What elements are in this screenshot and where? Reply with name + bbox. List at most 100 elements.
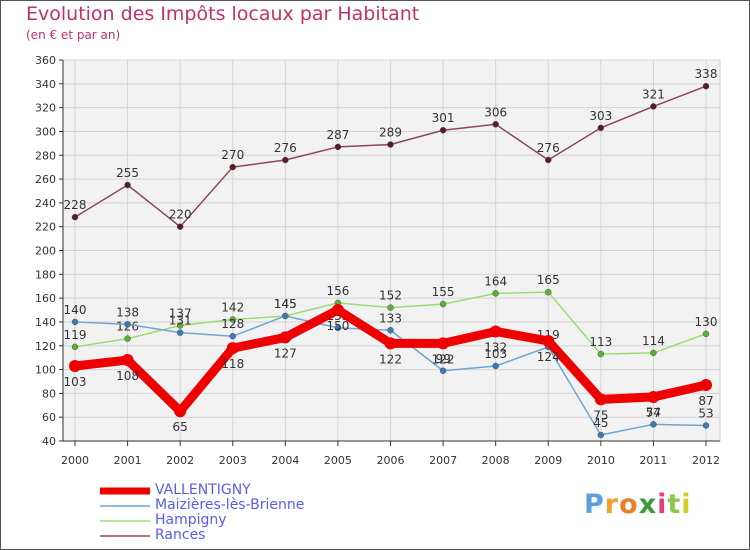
y-tick-label: 240	[35, 197, 56, 210]
data-point	[334, 324, 342, 332]
data-label: 77	[646, 406, 661, 420]
axes: 40 60 80 100 120 140 160 180 200 220 240 260 280 300 3…	[35, 54, 720, 467]
y-tick-label: 180	[35, 268, 56, 281]
data-label: 130	[695, 315, 718, 329]
data-label: 133	[379, 311, 402, 325]
data-label: 145	[274, 297, 297, 311]
data-label: 338	[695, 67, 718, 81]
data-point	[71, 343, 79, 351]
legend-label-rances: Rances	[155, 527, 206, 543]
logo-letter: o	[619, 489, 639, 520]
data-point	[71, 213, 79, 221]
y-tick-label: 280	[35, 149, 56, 162]
data-label: 289	[379, 126, 402, 140]
y-tick-label: 140	[35, 316, 56, 329]
data-label: 128	[221, 317, 244, 331]
y-tick-label: 220	[35, 221, 56, 234]
data-label: 113	[589, 335, 612, 349]
data-label: 131	[169, 314, 192, 328]
data-point	[387, 141, 394, 148]
legend-label-vallentigny: VALLENTIGNY	[155, 482, 251, 498]
data-label: 103	[484, 347, 507, 361]
data-point	[437, 337, 450, 350]
data-label: 142	[221, 301, 244, 315]
data-point	[176, 329, 184, 336]
logo-letter: i	[681, 489, 692, 520]
data-point	[700, 379, 712, 392]
data-point	[597, 431, 605, 439]
data-label: 152	[379, 289, 402, 303]
data-point	[597, 350, 605, 358]
data-label: 75	[593, 408, 608, 422]
data-point	[545, 156, 552, 164]
y-tick-label: 120	[35, 340, 56, 353]
data-label: 132	[484, 340, 507, 354]
data-point	[650, 421, 657, 428]
data-point	[334, 143, 342, 151]
data-point	[545, 288, 552, 296]
data-point	[702, 82, 710, 90]
y-tick-label: 40	[42, 435, 56, 448]
data-point	[282, 156, 289, 164]
data-label: 127	[274, 346, 297, 360]
data-label: 54	[646, 405, 661, 419]
x-tick-label: 2003	[219, 454, 247, 467]
data-label: 270	[221, 148, 244, 162]
x-tick-label: 2009	[534, 454, 562, 467]
x-tick-label: 2011	[639, 454, 667, 467]
data-label: 99	[435, 352, 450, 366]
data-label: 103	[64, 375, 87, 389]
data-point	[282, 312, 289, 320]
y-tick-label: 80	[42, 387, 56, 400]
data-point	[124, 335, 131, 342]
data-point	[69, 359, 81, 372]
legend	[100, 487, 150, 537]
data-label: 119	[64, 328, 87, 342]
data-point	[439, 300, 447, 308]
data-label: 276	[274, 141, 297, 155]
series-layer: 228 255 220 270 276 287 289 301 306 276 303 321 338 1…	[64, 67, 718, 439]
data-point	[279, 331, 292, 344]
data-label: 45	[593, 416, 608, 430]
data-label: 156	[326, 284, 349, 298]
data-point	[121, 354, 134, 367]
data-point	[702, 330, 710, 338]
data-point	[647, 390, 660, 403]
y-tick-label: 320	[35, 102, 56, 115]
data-point	[71, 318, 79, 326]
data-label: 65	[173, 420, 188, 434]
y-tick-label: 100	[35, 364, 56, 377]
data-label: 306	[484, 105, 507, 119]
logo-letter: x	[638, 489, 658, 520]
y-tick-label: 300	[35, 125, 56, 138]
chart-subtitle: (en € et par an)	[26, 28, 121, 42]
x-tick-label: 2007	[429, 454, 457, 467]
data-label: 165	[537, 273, 560, 287]
data-label: 303	[589, 109, 612, 123]
data-point	[650, 349, 657, 357]
data-label: 255	[116, 166, 139, 180]
data-label: 87	[698, 394, 713, 408]
data-point	[174, 405, 187, 418]
logo-letter: i	[657, 489, 668, 520]
series-maizieres-les-brienne: 14013813112814513513399103119455453	[64, 297, 714, 439]
data-point	[489, 325, 502, 338]
data-label: 145	[274, 297, 297, 311]
x-tick-label: 2004	[271, 454, 299, 467]
x-tick-label: 2008	[482, 454, 510, 467]
data-point	[594, 393, 607, 406]
data-label: 124	[537, 350, 560, 364]
data-label: 138	[116, 305, 139, 319]
data-point	[597, 124, 605, 132]
data-label: 287	[326, 128, 349, 142]
legend-label-hampigny: Hampigny	[155, 512, 227, 528]
x-tick-label: 2012	[692, 454, 720, 467]
data-label: 140	[64, 303, 87, 317]
y-tick-label: 60	[42, 411, 56, 424]
data-point	[124, 321, 131, 328]
series-rances: 228 255 220 270 276 287 289 301 306 276 303 321 338	[64, 67, 718, 230]
data-label: 150	[326, 319, 349, 333]
data-point	[492, 121, 499, 128]
x-tick-label: 2001	[114, 454, 142, 467]
